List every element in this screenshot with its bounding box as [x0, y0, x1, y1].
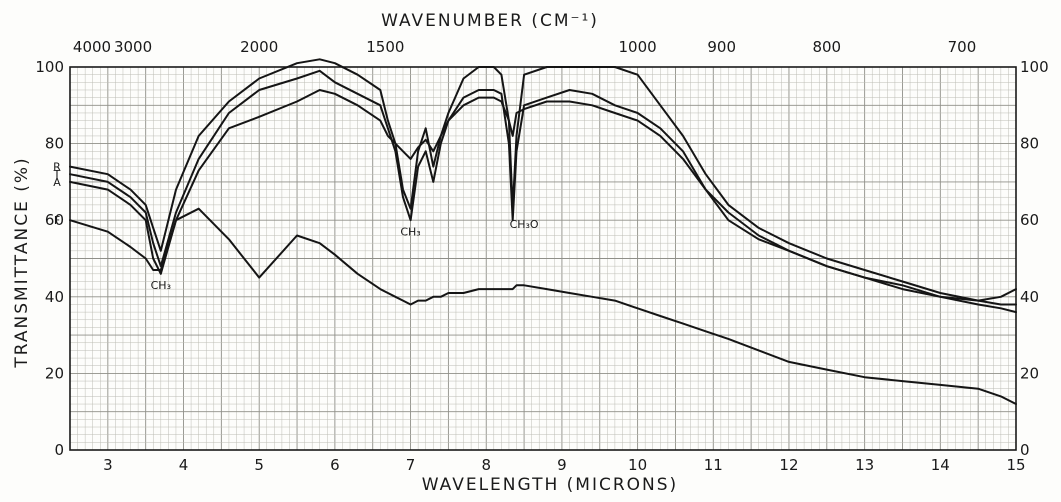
y-tick-labels-left: 0 20 40 60 80 100	[35, 58, 64, 459]
x-tick-label: 13	[855, 456, 874, 474]
x-tick-label: 14	[931, 456, 950, 474]
top-tick-label: 900	[707, 38, 736, 56]
x-tick-label: 15	[1006, 456, 1025, 474]
y-tick-label-left: 100	[35, 58, 64, 76]
series-line-a	[69, 89, 1017, 302]
y-axis-label: TRANSMITTANCE (%)	[12, 156, 32, 368]
series-group	[69, 58, 1017, 405]
top-tick-label: 4000	[73, 38, 111, 56]
y-tick-label-right: 100	[1020, 58, 1049, 76]
y-tick-labels-right: 0 20 40 60 80 100	[1020, 58, 1049, 459]
x-tick-label: 3	[103, 456, 113, 474]
annotation-label: CH₃	[151, 279, 171, 292]
series-line-t	[69, 69, 1017, 314]
top-tick-label: 2000	[240, 38, 278, 56]
x-tick-label: 11	[704, 456, 723, 474]
y-tick-label-right: 40	[1020, 288, 1039, 306]
annotation-label: CH₃O	[510, 218, 539, 231]
series-name-label: R	[53, 161, 61, 174]
top-tick-label: 1500	[366, 38, 404, 56]
series-name-label: F	[54, 214, 60, 227]
x-tick-label: 9	[557, 456, 567, 474]
y-tick-label-right: 60	[1020, 211, 1039, 229]
series-name-label: T	[53, 168, 61, 181]
x-tick-label: 4	[179, 456, 189, 474]
y-tick-label-right: 0	[1020, 441, 1030, 459]
top-tick-label: 800	[812, 38, 841, 56]
top-tick-label: 1000	[619, 38, 657, 56]
top-tick-label: 700	[948, 38, 977, 56]
x-tick-label: 10	[628, 456, 647, 474]
annotation-label: CH₃	[400, 226, 420, 239]
series-name-labels: RTA F	[53, 161, 62, 228]
x-tick-label: 6	[330, 456, 340, 474]
series-line-r	[69, 58, 1017, 306]
series-name-label: A	[53, 176, 61, 189]
plot-frame	[69, 66, 1017, 451]
x-tick-labels: 3 4 5 6 7 8 9 10 11 12 13 14 15	[103, 456, 1025, 474]
y-tick-label-right: 20	[1020, 364, 1039, 382]
annotation-labels: CH₃ CH₃ CH₃O	[151, 218, 539, 292]
y-tick-label-left: 80	[45, 135, 64, 153]
y-tick-label-left: 0	[54, 441, 64, 459]
top-tick-label: 3000	[114, 38, 152, 56]
x-tick-label: 12	[779, 456, 798, 474]
y-tick-label-left: 40	[45, 288, 64, 306]
x-tick-label: 5	[254, 456, 264, 474]
y-tick-label-left: 20	[45, 364, 64, 382]
y-tick-label-left: 60	[45, 211, 64, 229]
chart-title: WAVENUMBER (CM⁻¹)	[381, 11, 599, 31]
y-tick-label-right: 80	[1020, 135, 1039, 153]
x-tick-label: 7	[406, 456, 416, 474]
x-tick-label: 8	[481, 456, 491, 474]
series-line-f	[69, 207, 1017, 405]
top-tick-labels: 4000 3000 2000 1500 1000 900 800 700	[73, 38, 976, 56]
x-axis-label: WAVELENGTH (MICRONS)	[422, 475, 678, 495]
chart-grid	[69, 66, 1017, 451]
